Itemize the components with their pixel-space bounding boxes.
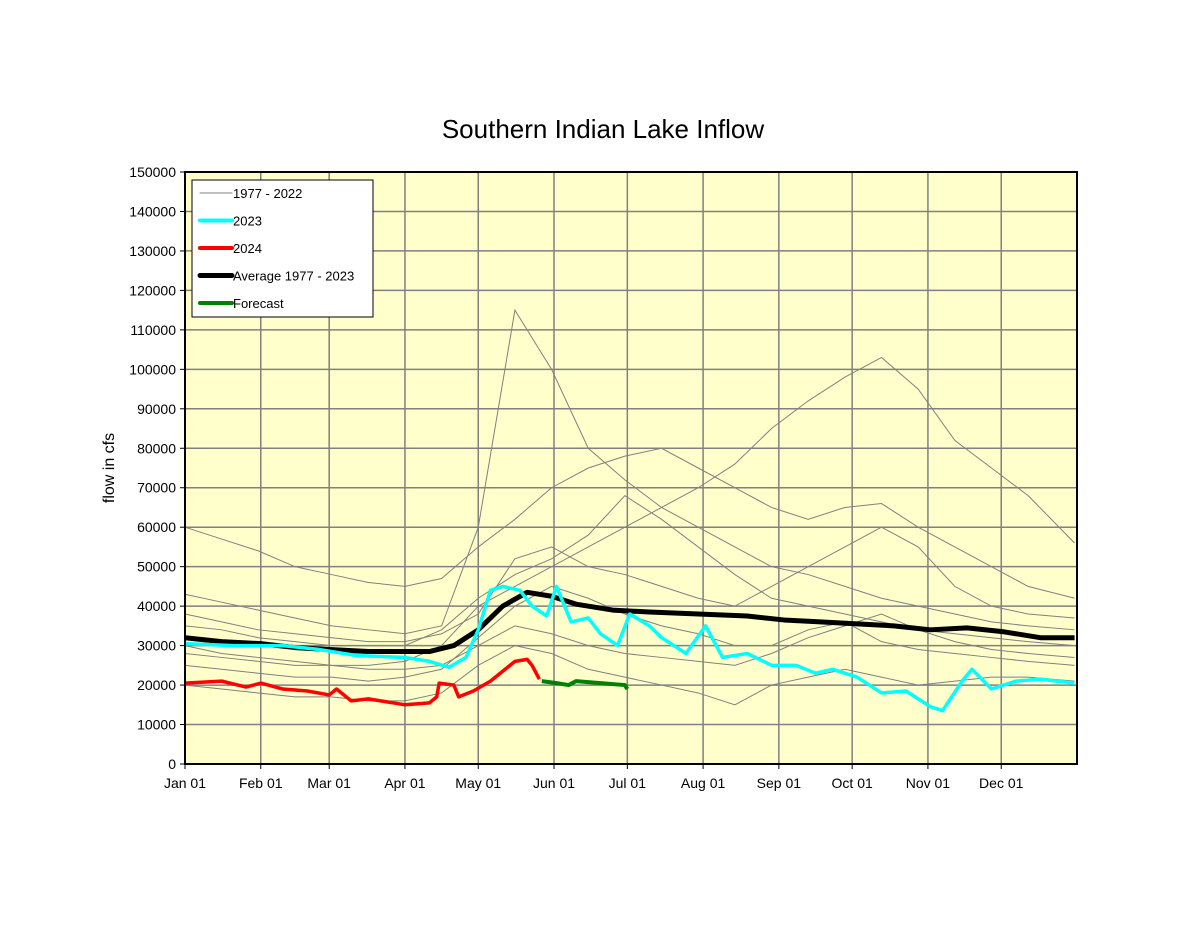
main-series: [184, 584, 1075, 713]
historical-year-line: [184, 645, 1075, 706]
y-tick-label: 50000: [137, 559, 176, 575]
y-axis-label: flow in cfs: [101, 433, 118, 503]
x-tick-label: Nov 01: [906, 775, 951, 791]
series-line-forecast: [541, 679, 630, 691]
legend-label: Average 1977 - 2023: [233, 269, 354, 284]
x-tick-label: Feb 01: [239, 775, 283, 791]
legend-label: 2023: [233, 214, 262, 229]
series-line-2023: [184, 584, 1075, 713]
series-line-average-1977-2023: [184, 589, 1075, 655]
legend-label: Forecast: [233, 296, 284, 311]
x-tick-label: Oct 01: [832, 775, 873, 791]
x-tick-label: Sep 01: [757, 775, 802, 791]
legend: 1977 - 2022 2023 2024 Average 1977 - 2023 Fo…: [191, 179, 374, 318]
plot-border: [184, 171, 1078, 765]
historical-year-line: [184, 585, 1075, 682]
y-tick-label: 110000: [130, 322, 176, 338]
historical-year-line: [184, 447, 1075, 599]
x-tick-label: Apr 01: [384, 775, 425, 791]
series-line-2024: [184, 657, 541, 707]
y-tick-label: 60000: [137, 519, 176, 535]
y-tick-label: 20000: [137, 677, 176, 693]
x-axis-ticks: Jan 01 Feb 01 Mar 01 Apr 01 May 01 Jun 01 Jul …: [164, 764, 1024, 791]
legend-label: 2024: [233, 241, 262, 256]
y-tick-label: 40000: [137, 598, 176, 614]
historical-year-line: [184, 308, 1075, 635]
y-tick-label: 70000: [137, 480, 176, 496]
x-tick-label: Mar 01: [307, 775, 351, 791]
y-axis-ticks: 0 10000 20000 30000 40000 50000 60000 70000 8000…: [129, 164, 185, 772]
y-tick-label: 100000: [129, 361, 176, 377]
y-tick-label: 130000: [129, 243, 176, 259]
chart-title: Southern Indian Lake Inflow: [442, 114, 765, 144]
gridlines: [184, 171, 1077, 765]
y-tick-label: 150000: [129, 164, 176, 180]
y-tick-label: 90000: [137, 401, 176, 417]
x-tick-label: Dec 01: [979, 775, 1024, 791]
historical-year-line: [184, 526, 1075, 643]
x-tick-label: Aug 01: [681, 775, 726, 791]
x-tick-label: Jul 01: [609, 775, 647, 791]
x-tick-label: Jan 01: [164, 775, 206, 791]
y-tick-label: 10000: [137, 717, 176, 733]
y-tick-label: 30000: [137, 638, 176, 654]
y-tick-label: 120000: [129, 282, 176, 298]
y-tick-label: 80000: [137, 440, 176, 456]
x-tick-label: Jun 01: [533, 775, 575, 791]
x-tick-label: May 01: [455, 775, 501, 791]
y-tick-label: 0: [168, 756, 176, 772]
legend-label: 1977 - 2022: [233, 186, 302, 201]
y-tick-label: 140000: [129, 203, 176, 219]
